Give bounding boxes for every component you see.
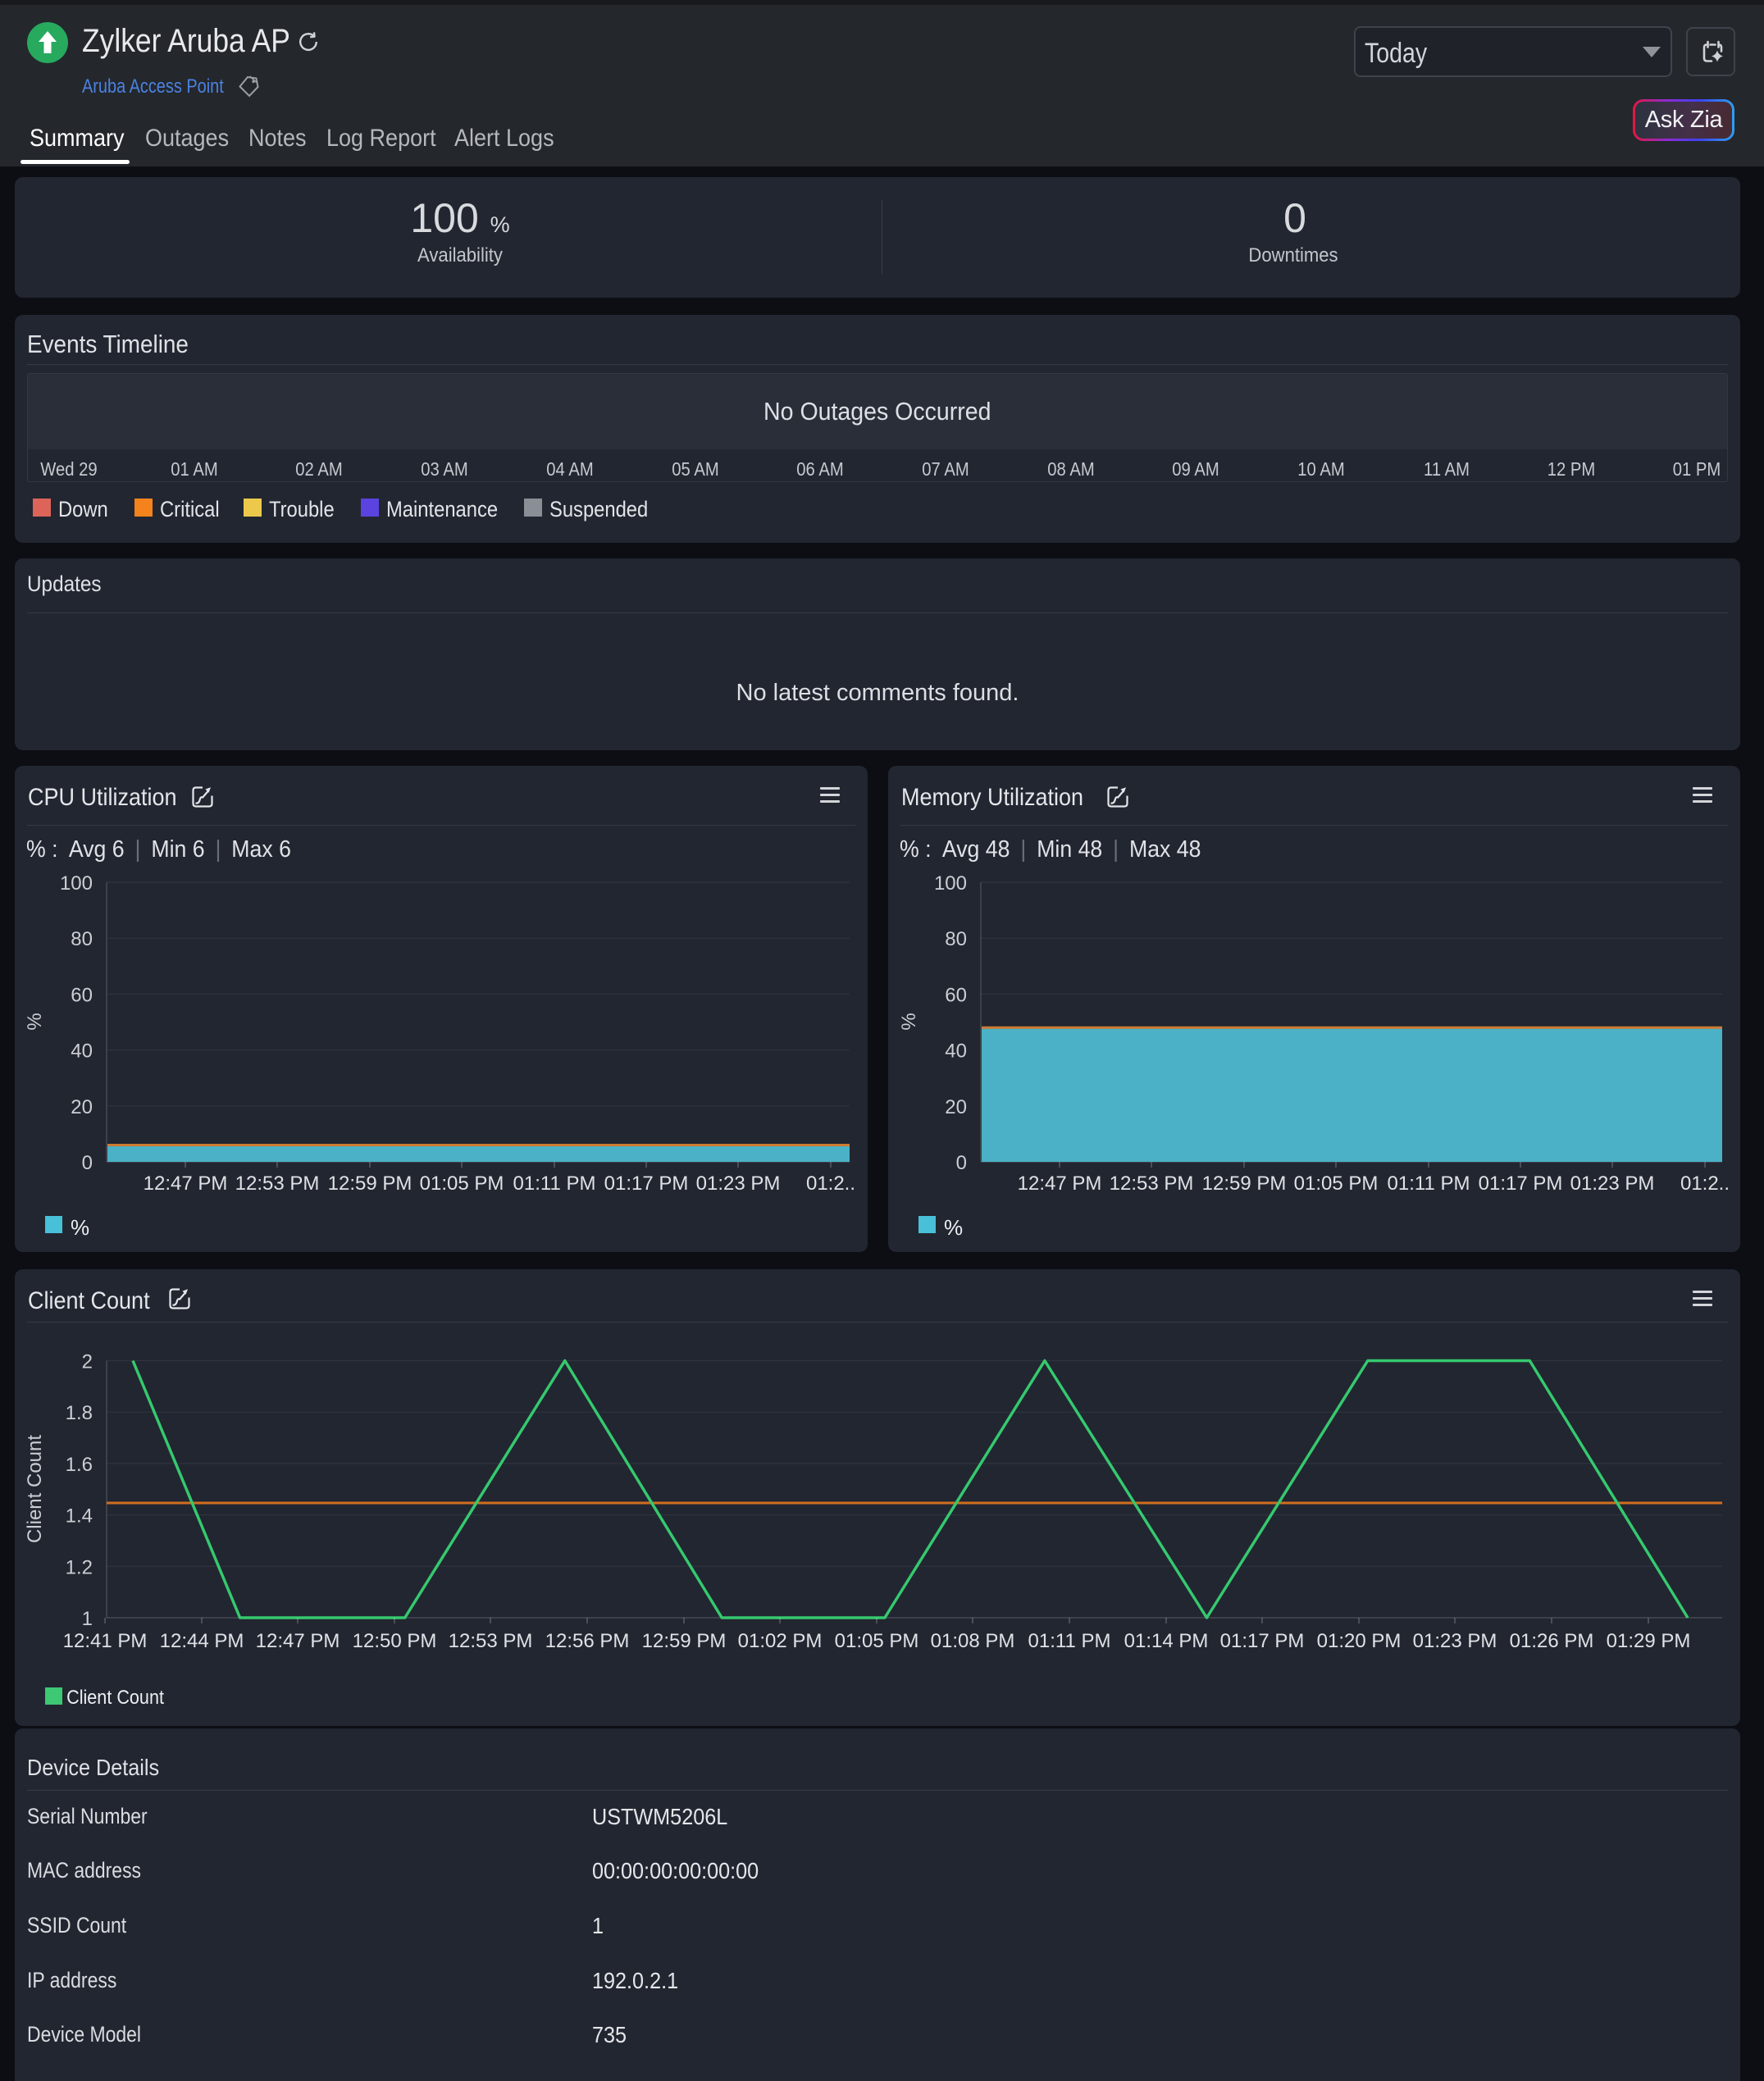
svg-text:01:23 PM: 01:23 PM [1413, 1630, 1497, 1652]
svg-text:1: 1 [82, 1608, 93, 1630]
svg-text:01:2..: 01:2.. [1680, 1173, 1730, 1195]
svg-text:01:11 PM: 01:11 PM [1028, 1630, 1111, 1652]
svg-text:80: 80 [945, 928, 967, 950]
svg-text:01:20 PM: 01:20 PM [1317, 1630, 1402, 1652]
svg-text:12:56 PM: 12:56 PM [545, 1630, 630, 1652]
svg-text:12:53 PM: 12:53 PM [1110, 1173, 1194, 1195]
svg-text:1.4: 1.4 [66, 1505, 93, 1528]
svg-text:12:59 PM: 12:59 PM [642, 1630, 727, 1652]
svg-text:01:17 PM: 01:17 PM [1220, 1630, 1305, 1652]
svg-text:40: 40 [71, 1040, 93, 1063]
svg-text:60: 60 [71, 984, 93, 1006]
svg-text:100: 100 [934, 872, 967, 895]
svg-text:20: 20 [945, 1096, 967, 1118]
svg-text:%: % [898, 1013, 920, 1030]
svg-text:12:59 PM: 12:59 PM [328, 1173, 413, 1195]
svg-text:12:47 PM: 12:47 PM [256, 1630, 340, 1652]
svg-text:0: 0 [82, 1152, 93, 1174]
svg-text:%: % [24, 1013, 46, 1030]
svg-text:01:29 PM: 01:29 PM [1607, 1630, 1691, 1652]
svg-text:100: 100 [60, 872, 93, 895]
svg-text:12:44 PM: 12:44 PM [160, 1630, 244, 1652]
svg-text:0: 0 [956, 1152, 967, 1174]
svg-text:12:53 PM: 12:53 PM [449, 1630, 533, 1652]
svg-text:12:53 PM: 12:53 PM [235, 1173, 320, 1195]
svg-text:01:2..: 01:2.. [806, 1173, 855, 1195]
svg-text:40: 40 [945, 1040, 967, 1063]
svg-text:12:50 PM: 12:50 PM [353, 1630, 437, 1652]
svg-text:Client Count: Client Count [24, 1435, 46, 1543]
svg-text:01:08 PM: 01:08 PM [931, 1630, 1015, 1652]
svg-text:01:05 PM: 01:05 PM [1294, 1173, 1379, 1195]
svg-text:80: 80 [71, 928, 93, 950]
svg-text:01:11 PM: 01:11 PM [1388, 1173, 1470, 1195]
svg-text:01:11 PM: 01:11 PM [513, 1173, 596, 1195]
svg-text:01:05 PM: 01:05 PM [835, 1630, 919, 1652]
svg-text:01:23 PM: 01:23 PM [1570, 1173, 1655, 1195]
svg-text:01:23 PM: 01:23 PM [696, 1173, 781, 1195]
svg-text:01:05 PM: 01:05 PM [420, 1173, 504, 1195]
svg-text:12:41 PM: 12:41 PM [63, 1630, 148, 1652]
svg-text:01:02 PM: 01:02 PM [738, 1630, 823, 1652]
svg-text:60: 60 [945, 984, 967, 1006]
svg-text:1.2: 1.2 [66, 1556, 93, 1578]
svg-text:01:17 PM: 01:17 PM [604, 1173, 689, 1195]
svg-text:1.6: 1.6 [66, 1454, 93, 1476]
svg-text:12:47 PM: 12:47 PM [1018, 1173, 1102, 1195]
svg-text:12:47 PM: 12:47 PM [144, 1173, 228, 1195]
svg-text:1.8: 1.8 [66, 1402, 93, 1424]
svg-text:01:14 PM: 01:14 PM [1124, 1630, 1209, 1652]
svg-text:20: 20 [71, 1096, 93, 1118]
svg-text:12:59 PM: 12:59 PM [1202, 1173, 1287, 1195]
svg-text:01:26 PM: 01:26 PM [1510, 1630, 1594, 1652]
svg-text:2: 2 [82, 1351, 93, 1373]
svg-text:01:17 PM: 01:17 PM [1479, 1173, 1563, 1195]
